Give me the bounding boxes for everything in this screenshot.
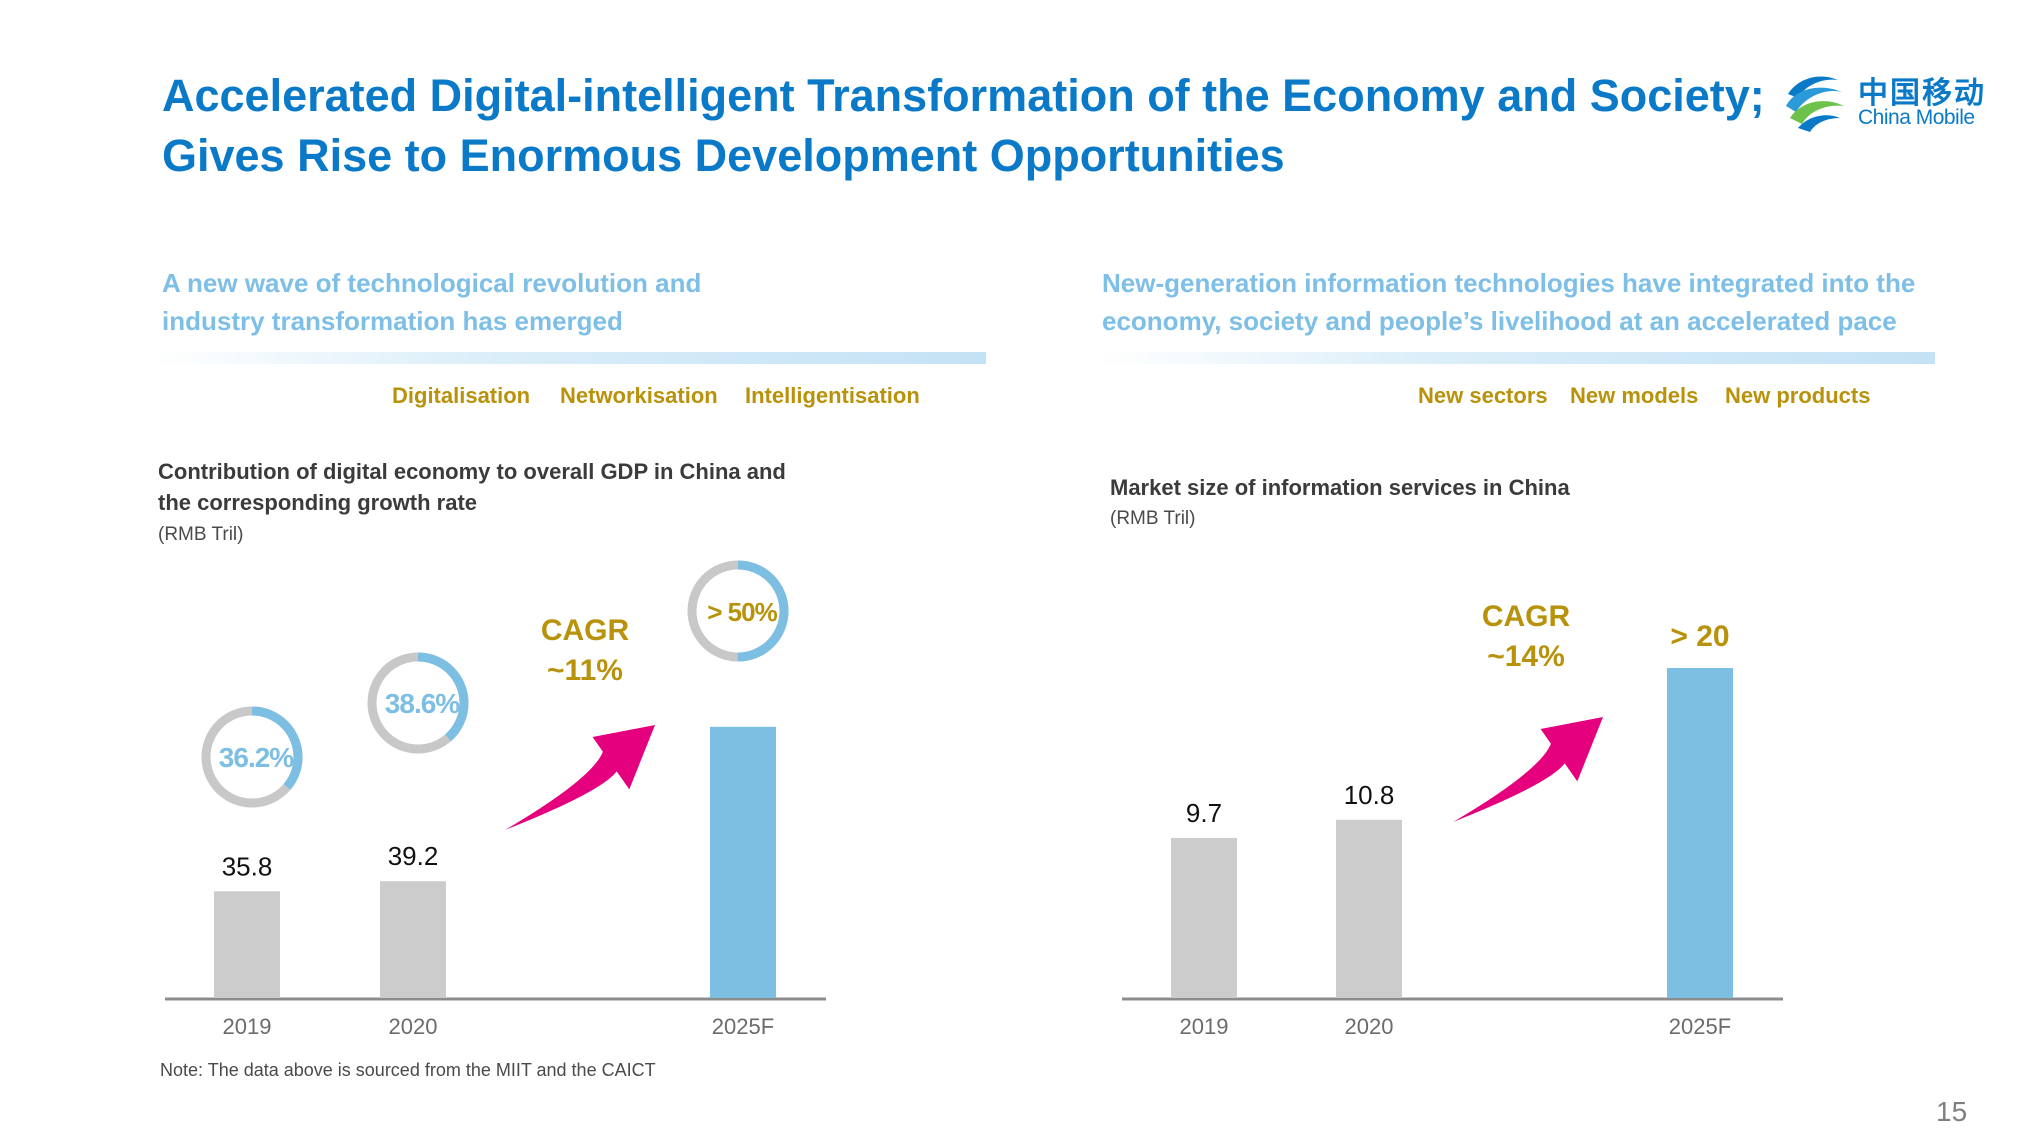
left-heading-line2: industry transformation has emerged (162, 306, 623, 336)
left-chart-unit: (RMB Tril) (158, 524, 244, 545)
right-x-tick-2025F: 2025F (1669, 1014, 1731, 1039)
left-ring-fill-2025F (687, 560, 789, 662)
left-gdp-share-label-2025F: > 50% (707, 597, 777, 627)
left-value-label-2020: 39.2 (388, 841, 439, 871)
left-section-divider (150, 352, 986, 364)
right-chart-title: Market size of information services in C… (1110, 472, 1570, 503)
left-cagr-value: ~11% (547, 654, 623, 687)
left-ring-fill-2020 (367, 652, 469, 754)
right-bar-2019 (1171, 837, 1237, 998)
right-value-label-2025F: > 20 (1670, 620, 1729, 653)
source-note: Note: The data above is sourced from the… (160, 1060, 656, 1080)
right-bar-2025F (1667, 668, 1733, 998)
right-heading-line1: New-generation information technologies … (1102, 268, 1916, 298)
logo-name-en: China Mobile (1858, 106, 1975, 129)
left-gdp-share-label-2019: 36.2% (219, 742, 294, 773)
left-heading-line1: A new wave of technological revolution a… (162, 268, 702, 298)
left-chart-title-line2: the corresponding growth rate (158, 490, 478, 515)
right-chart-unit: (RMB Tril) (1110, 508, 1196, 529)
right-heading-line2: economy, society and people’s livelihood… (1102, 306, 1897, 336)
left-x-tick-2020: 2020 (389, 1014, 438, 1039)
china-mobile-logo: 中国移动 China Mobile (1780, 66, 2000, 136)
left-growth-arrow-icon (505, 725, 655, 830)
left-value-label-2019: 35.8 (222, 851, 273, 881)
right-section-heading: New-generation information technologies … (1102, 264, 1915, 340)
tag-new-products: New products (1725, 383, 1871, 408)
left-x-tick-2025F: 2025F (712, 1014, 774, 1039)
tag-digitalisation: Digitalisation (392, 383, 531, 408)
right-chart-title-line1: Market size of information services in C… (1110, 475, 1570, 500)
left-bar-2019 (214, 891, 280, 998)
left-chart-title-line1: Contribution of digital economy to overa… (158, 459, 786, 484)
right-x-tick-2019: 2019 (1180, 1014, 1229, 1039)
right-section-divider (1095, 352, 1935, 364)
left-ring-fill-2019 (201, 706, 303, 808)
left-gdp-share-label-2020: 38.6% (385, 688, 460, 719)
china-mobile-emblem-icon (1786, 76, 1844, 132)
page-number: 15 (1936, 1096, 1968, 1127)
tag-intelligentisation: Intelligentisation (745, 383, 920, 408)
left-x-tick-2019: 2019 (223, 1014, 272, 1039)
page-title: Accelerated Digital-intelligent Transfor… (162, 66, 1765, 186)
tag-new-sectors: New sectors (1418, 383, 1548, 408)
right-cagr-value: ~14% (1487, 640, 1565, 673)
right-bar-2020 (1336, 819, 1402, 998)
right-value-label-2020: 10.8 (1344, 780, 1395, 810)
left-cagr-label: CAGR (541, 614, 630, 647)
logo-name-cn: 中国移动 (1858, 77, 1986, 110)
left-chart-title: Contribution of digital economy to overa… (158, 456, 786, 518)
right-value-label-2019: 9.7 (1186, 798, 1222, 828)
left-bar-2025F (710, 726, 776, 998)
page-title-line2: Gives Rise to Enormous Development Oppor… (162, 130, 1285, 181)
tag-new-models: New models (1570, 383, 1699, 408)
tag-networkisation: Networkisation (560, 383, 718, 408)
right-x-tick-2020: 2020 (1345, 1014, 1394, 1039)
left-bar-2020 (380, 881, 446, 998)
right-cagr-label: CAGR (1482, 600, 1571, 633)
right-growth-arrow-icon (1453, 717, 1603, 822)
page-title-line1: Accelerated Digital-intelligent Transfor… (162, 70, 1765, 121)
left-section-heading: A new wave of technological revolution a… (162, 264, 701, 340)
